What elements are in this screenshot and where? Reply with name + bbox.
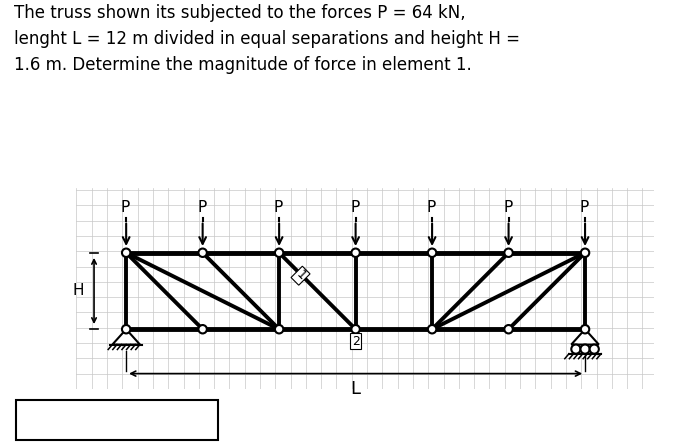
Circle shape bbox=[351, 325, 360, 333]
Text: H: H bbox=[72, 283, 84, 299]
Circle shape bbox=[580, 345, 590, 354]
Circle shape bbox=[428, 249, 436, 257]
Text: P: P bbox=[503, 200, 513, 215]
Text: P: P bbox=[426, 200, 436, 215]
Text: P: P bbox=[121, 200, 130, 215]
Circle shape bbox=[275, 325, 283, 333]
Circle shape bbox=[428, 325, 436, 333]
Circle shape bbox=[122, 249, 130, 257]
Text: 2: 2 bbox=[351, 335, 360, 348]
Circle shape bbox=[581, 325, 589, 333]
Text: P: P bbox=[274, 200, 283, 215]
Text: P: P bbox=[197, 200, 207, 215]
Circle shape bbox=[590, 345, 599, 354]
Text: P: P bbox=[350, 200, 360, 215]
Circle shape bbox=[504, 325, 513, 333]
Circle shape bbox=[122, 325, 130, 333]
FancyBboxPatch shape bbox=[16, 400, 218, 440]
Circle shape bbox=[198, 325, 207, 333]
Text: L: L bbox=[351, 380, 360, 398]
Circle shape bbox=[571, 345, 580, 354]
Circle shape bbox=[198, 249, 207, 257]
Polygon shape bbox=[571, 329, 599, 345]
Text: P: P bbox=[579, 200, 589, 215]
Circle shape bbox=[351, 249, 360, 257]
Polygon shape bbox=[112, 329, 140, 345]
Text: The truss shown its subjected to the forces P = 64 kN,
lenght L = 12 m divided i: The truss shown its subjected to the for… bbox=[14, 4, 520, 74]
Circle shape bbox=[504, 249, 513, 257]
Circle shape bbox=[581, 249, 589, 257]
Text: 1: 1 bbox=[293, 268, 308, 283]
Circle shape bbox=[275, 249, 283, 257]
